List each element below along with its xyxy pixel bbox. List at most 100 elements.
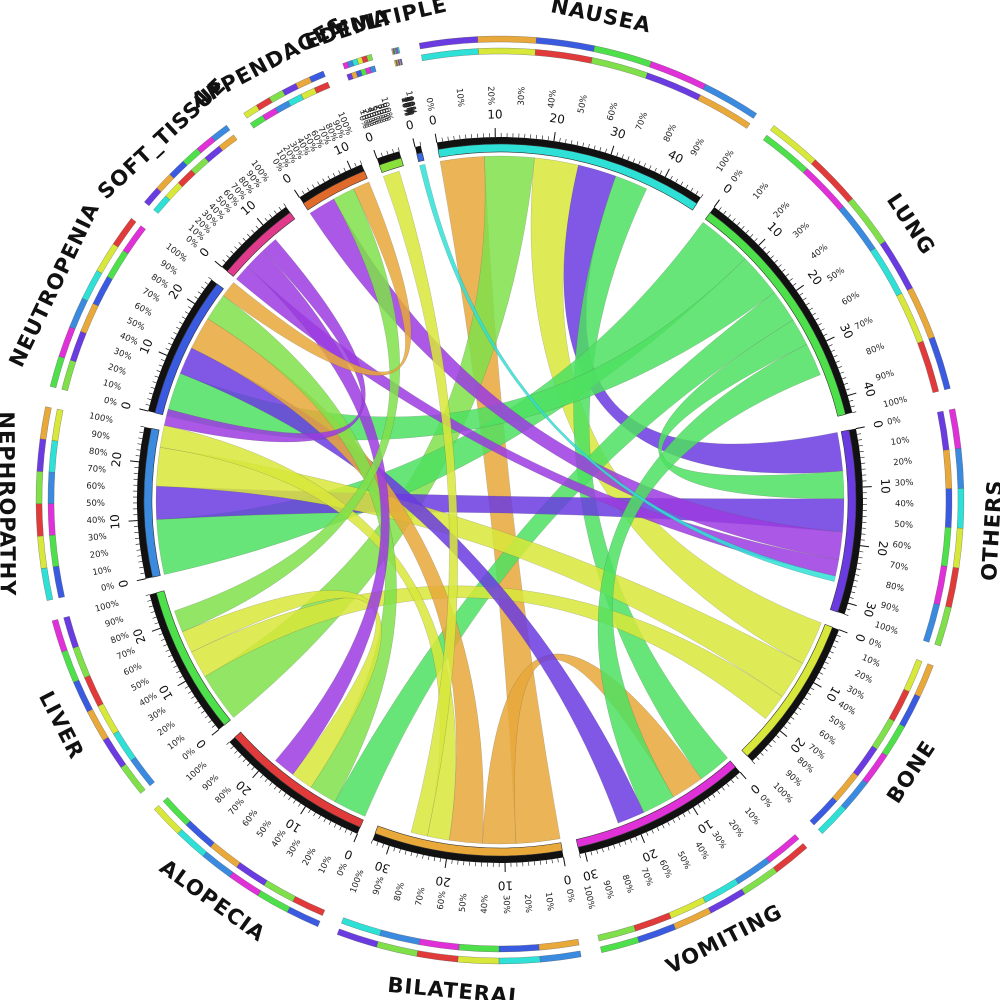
composition-ring-segment [477,35,537,44]
ribbon-lung-alopecia [334,292,794,817]
minor-tick [343,167,346,172]
ribbon-vomiting-lung [597,343,821,813]
tick-label: 10 [332,139,352,158]
minor-tick [858,445,863,447]
minor-tick [234,750,238,754]
minor-tick [255,225,259,230]
percent-tick-label: 90% [783,769,804,789]
minor-tick [849,597,854,599]
minor-tick [829,651,834,654]
minor-tick [717,790,721,795]
minor-tick [296,193,300,198]
minor-tick [178,675,183,679]
minor-tick [624,840,627,845]
percent-tick-label: 10% [102,378,123,393]
percent-tick-label: 60% [840,290,861,308]
percent-tick-label: 70% [115,646,136,662]
minor-tick [726,783,730,787]
minor-tick [588,143,590,149]
tick-label: 20 [130,626,148,645]
segment-band-others [837,428,863,615]
composition-ring-segment [35,471,44,504]
percent-tick-label: 40% [138,691,159,709]
minor-tick [278,789,282,794]
segment-arc-nausea [437,143,698,211]
percent-tick-label: 10% [166,733,187,752]
percent-tick-label: 0% [399,102,412,117]
segment-label-nausea: NAUSEA [549,0,654,38]
minor-tick [176,326,180,330]
percent-tick-label: 80% [620,873,635,894]
minor-tick [152,381,157,384]
percent-tick-label: 30% [517,86,528,105]
minor-tick [858,556,863,559]
minor-tick [801,702,805,706]
ribbon-alopecia-soft_tissue [247,250,390,775]
percent-tick-label: 80% [214,785,234,806]
tick-label: 10 [695,816,715,836]
percent-tick-label: 20% [853,669,874,686]
minor-tick [165,649,170,652]
minor-tick [772,739,776,743]
minor-tick [238,754,242,758]
minor-tick [576,141,579,146]
minor-tick [226,741,230,745]
tick-label: 10 [764,219,785,240]
minor-tick [596,849,599,854]
minor-tick [789,278,793,282]
minor-tick [322,178,325,183]
minor-tick [851,591,856,594]
segment-band-vomiting [578,766,741,855]
minor-tick [445,858,447,864]
minor-tick [246,233,251,238]
minor-tick [802,297,807,301]
minor-tick [732,218,736,222]
minor-tick [643,163,646,167]
minor-tick [810,687,815,691]
minor-tick [264,217,268,222]
composition-ring-segment [51,619,68,653]
percent-tick-label: 60% [402,96,416,117]
composition-ring-segment [538,938,580,951]
minor-tick [646,832,649,836]
percent-tick-label: 70% [634,111,650,132]
percent-tick-label: 70% [853,315,874,332]
minor-tick [856,433,862,435]
minor-tick [779,730,784,734]
minor-tick [197,705,202,709]
composition-ring-segment [645,72,701,101]
percent-tick-label: 100% [349,868,367,894]
percent-tick-label: 90% [689,137,707,158]
minor-tick [375,154,378,159]
minor-tick [685,184,689,189]
minor-tick [165,348,170,351]
segment-arc-neutropenia [154,283,224,416]
segment-arc-liver [155,590,231,726]
minor-tick [380,152,383,157]
minor-tick [323,818,326,823]
minor-tick [859,450,864,453]
percent-tick-label: 0% [729,168,745,185]
composition-ring-segment [40,567,54,601]
composition-ring-segment [937,410,950,451]
percent-tick-label: 10% [860,653,881,670]
minor-tick [649,165,652,170]
minor-tick [844,614,849,616]
tick-label: 40 [666,147,686,166]
minor-tick [565,138,567,144]
ribbon-edema-bilateral [383,170,459,837]
segment-label-alopecia: ALOPECIA [155,855,270,947]
composition-ring-segment [250,115,266,129]
minor-tick [150,386,155,389]
composition-ring-segment [48,440,59,473]
percent-tick-label: 80% [795,756,816,776]
percent-tick-label: 10% [543,891,555,911]
minor-tick [557,858,559,863]
minor-tick [712,794,716,798]
minor-tick [338,170,341,175]
composition-ring-segment [928,336,951,390]
tick-label: 30 [861,600,879,619]
minor-tick [735,775,739,780]
minor-tick [204,715,209,719]
